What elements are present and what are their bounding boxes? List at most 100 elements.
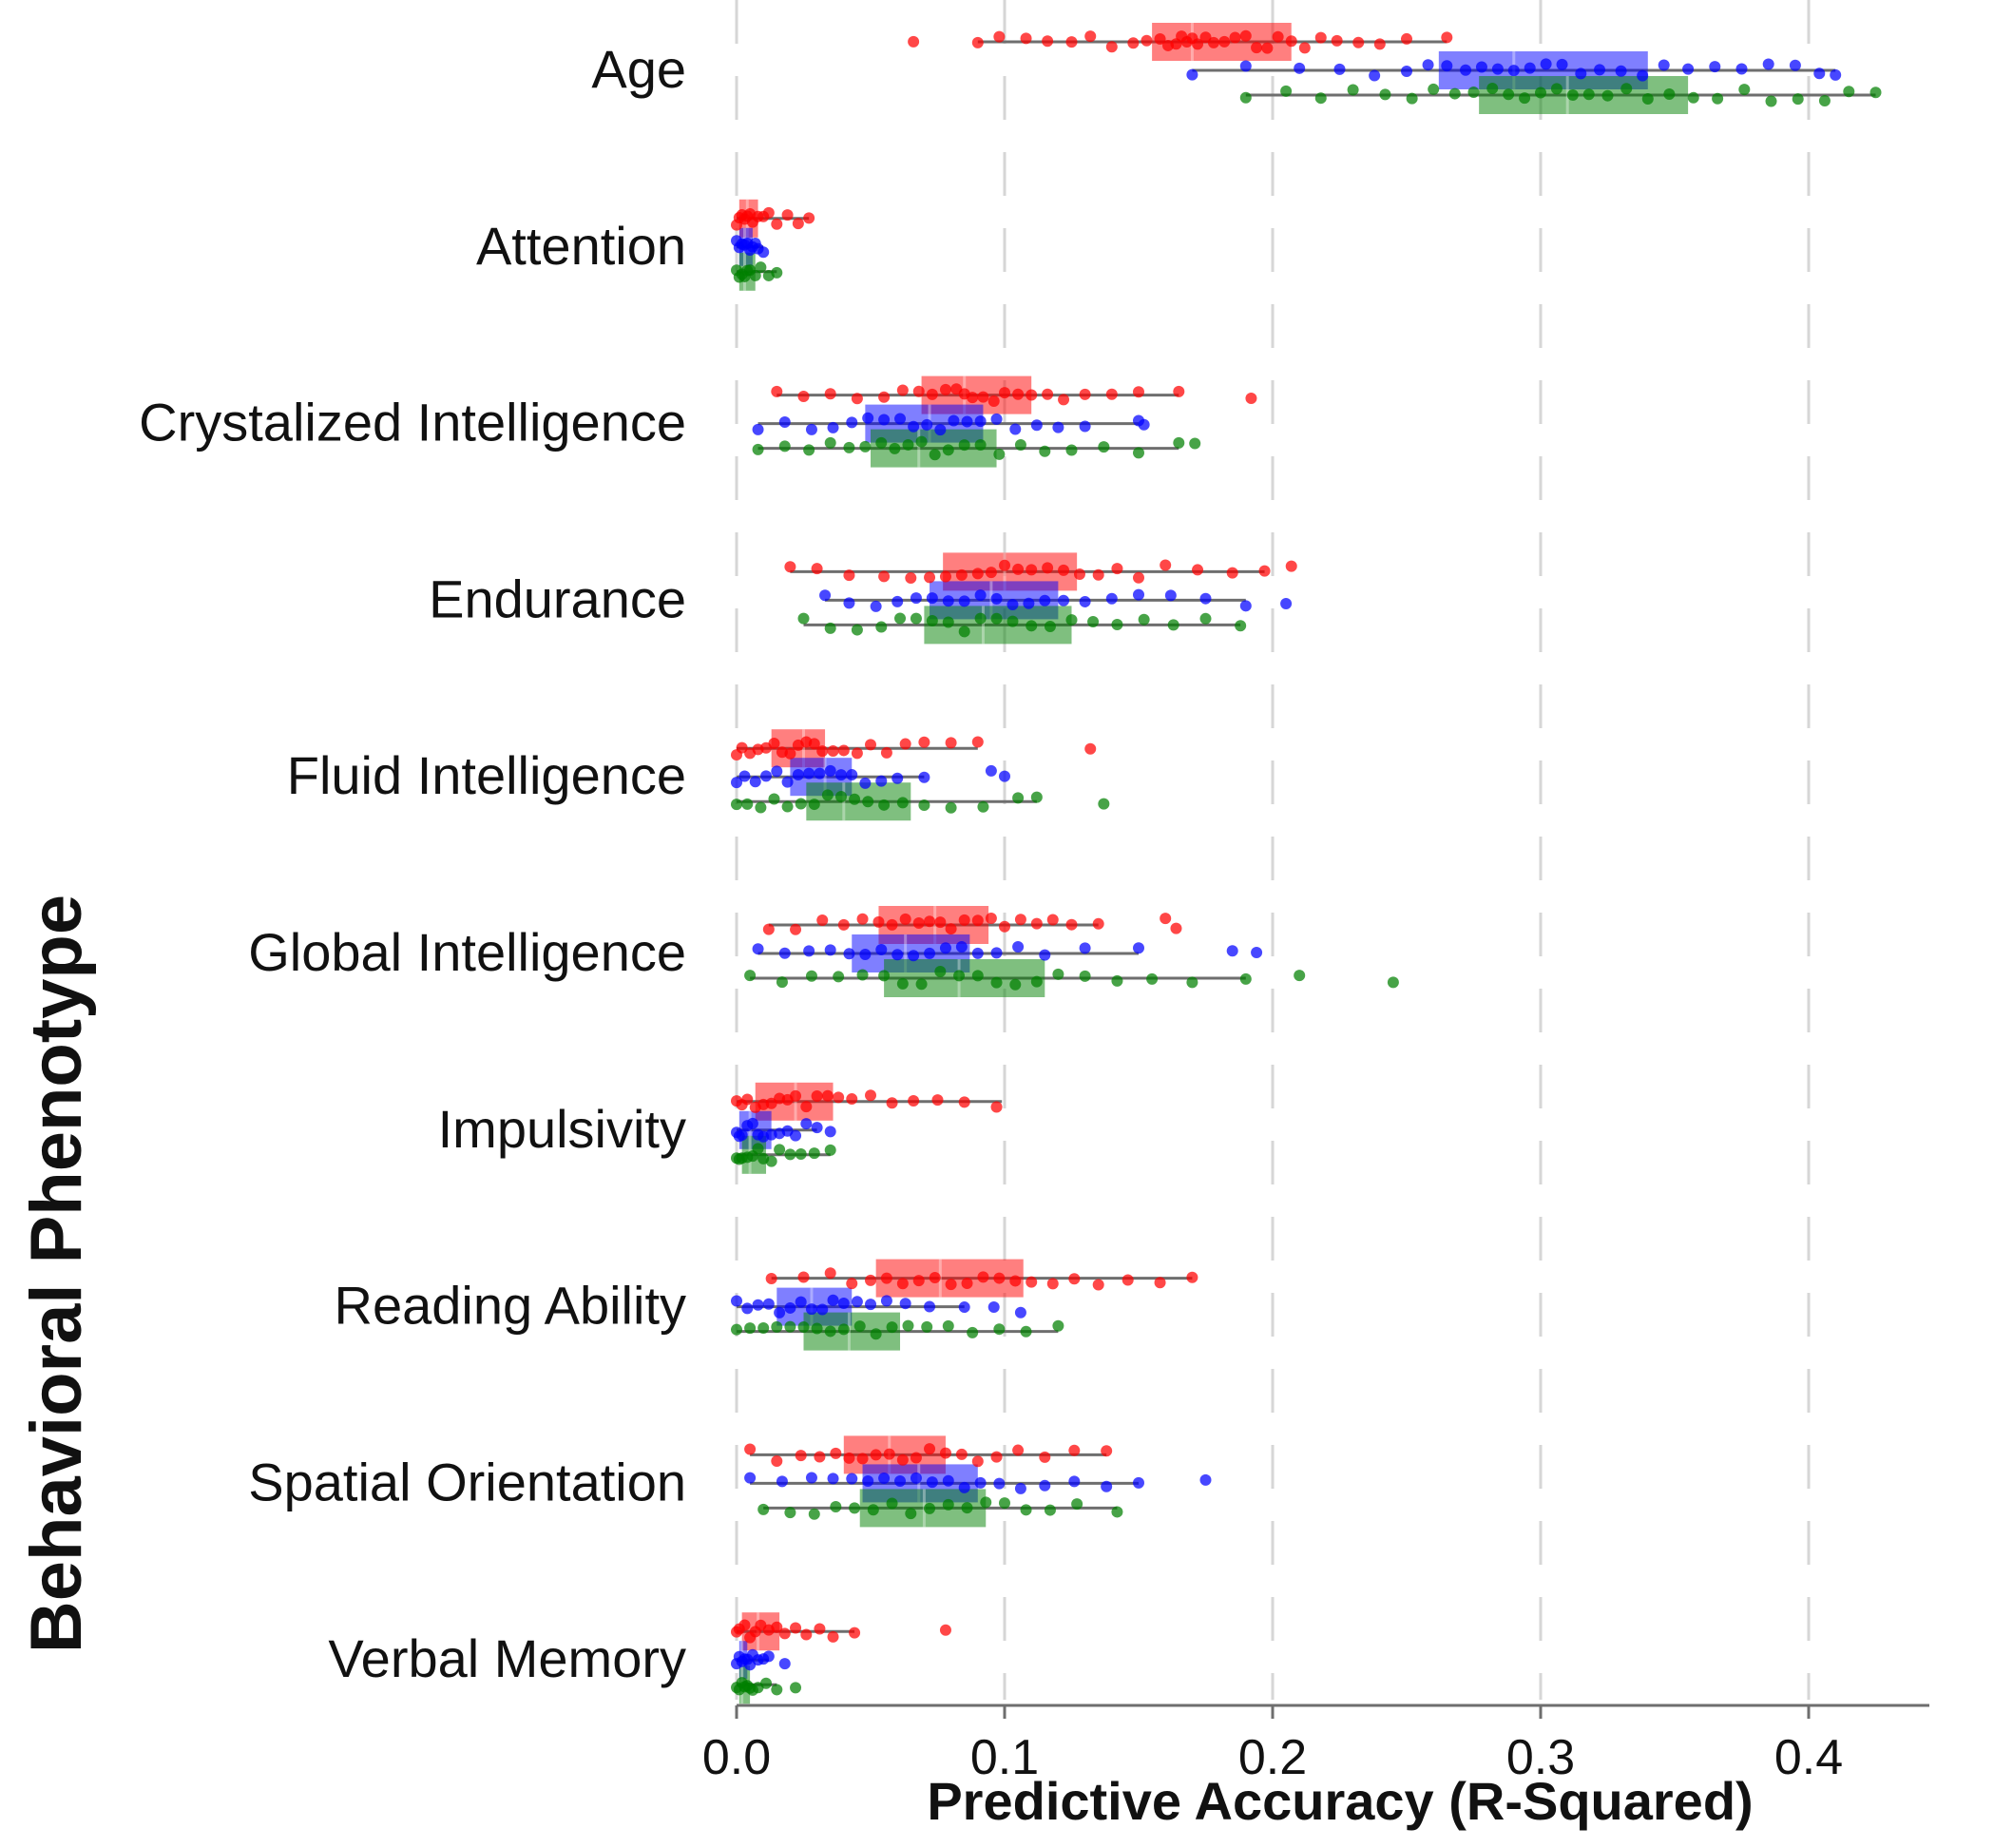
data-point [961, 1502, 973, 1514]
data-point [814, 1623, 826, 1635]
data-point [762, 1298, 775, 1310]
data-point [870, 1449, 882, 1461]
data-point [990, 592, 1003, 605]
data-point [803, 767, 815, 780]
data-point [830, 1501, 842, 1513]
data-point [1020, 32, 1032, 45]
data-point [808, 799, 820, 811]
data-point [1012, 563, 1025, 575]
data-point [790, 923, 802, 935]
data-point [918, 771, 930, 783]
data-point [945, 737, 957, 749]
data-point [1052, 1319, 1064, 1332]
data-point [1540, 58, 1552, 70]
data-point [859, 440, 872, 452]
data-point [1164, 589, 1177, 602]
data-point [1575, 67, 1587, 80]
data-point [846, 416, 858, 429]
data-point [865, 1274, 876, 1286]
data-point [955, 1448, 968, 1460]
y-tick-label: Reading Ability [335, 1276, 686, 1336]
data-point [760, 770, 773, 782]
data-point [910, 1452, 922, 1464]
data-point [939, 1624, 951, 1636]
data-point [867, 1504, 879, 1516]
data-point [1133, 588, 1144, 601]
data-point [851, 393, 863, 405]
data-point [816, 1303, 829, 1316]
data-point [999, 1497, 1010, 1510]
data-point [1331, 34, 1343, 47]
data-point [971, 947, 984, 959]
data-point [1092, 568, 1104, 581]
data-point [990, 612, 1003, 625]
data-point [1044, 620, 1056, 632]
data-point [896, 384, 909, 396]
data-point [846, 769, 858, 781]
data-point [1258, 565, 1271, 577]
data-point [1738, 84, 1751, 96]
data-point [1092, 1279, 1104, 1291]
data-point [1285, 35, 1297, 48]
data-point [853, 1320, 866, 1333]
data-point [926, 614, 938, 626]
data-point [1486, 83, 1499, 95]
data-point [924, 947, 936, 959]
data-point [910, 612, 922, 625]
data-point [803, 444, 815, 456]
data-point [843, 441, 855, 453]
data-point [1014, 438, 1026, 451]
data-point [958, 1096, 970, 1108]
data-point [757, 1321, 770, 1334]
data-point [1192, 564, 1204, 576]
data-point [990, 413, 1003, 425]
data-point [1087, 615, 1100, 627]
data-point [1065, 614, 1078, 626]
data-point [1052, 968, 1064, 980]
data-point [781, 800, 794, 813]
data-point [1615, 65, 1627, 77]
data-point [736, 1129, 748, 1142]
data-point [752, 443, 764, 455]
data-point [1637, 69, 1649, 82]
data-point [899, 913, 911, 925]
data-point [948, 414, 960, 427]
data-point [942, 1319, 954, 1332]
data-point [1138, 613, 1150, 626]
data-point [1712, 92, 1724, 105]
x-tick-label: 0.4 [1774, 1730, 1843, 1785]
data-point [971, 36, 984, 48]
data-point [980, 1496, 992, 1509]
data-point [1314, 31, 1327, 44]
data-point [778, 1627, 791, 1640]
data-point [1042, 562, 1054, 574]
data-point [915, 435, 928, 448]
data-point [849, 793, 861, 805]
data-point [808, 1508, 820, 1520]
data-point [926, 1476, 938, 1489]
data-point [899, 1298, 911, 1310]
data-point [1006, 598, 1019, 610]
data-point [1186, 1271, 1198, 1283]
data-point [821, 789, 834, 801]
data-point [1641, 93, 1654, 106]
data-point [1406, 92, 1418, 105]
data-point [1830, 68, 1842, 81]
data-point [878, 1472, 891, 1484]
data-point [990, 976, 1003, 989]
y-tick-label: Spatial Orientation [248, 1452, 686, 1511]
data-point [1042, 35, 1054, 48]
data-point [843, 948, 855, 960]
data-point [1524, 62, 1536, 74]
data-point [774, 1306, 786, 1319]
data-point [926, 388, 938, 400]
data-point [1869, 87, 1882, 99]
data-point [1012, 1444, 1025, 1456]
data-point [902, 1319, 914, 1332]
data-point [977, 1271, 989, 1283]
data-point [908, 1094, 920, 1107]
data-point [811, 1122, 823, 1134]
y-tick-label: Impulsivity [438, 1099, 686, 1159]
data-point [827, 1630, 839, 1643]
